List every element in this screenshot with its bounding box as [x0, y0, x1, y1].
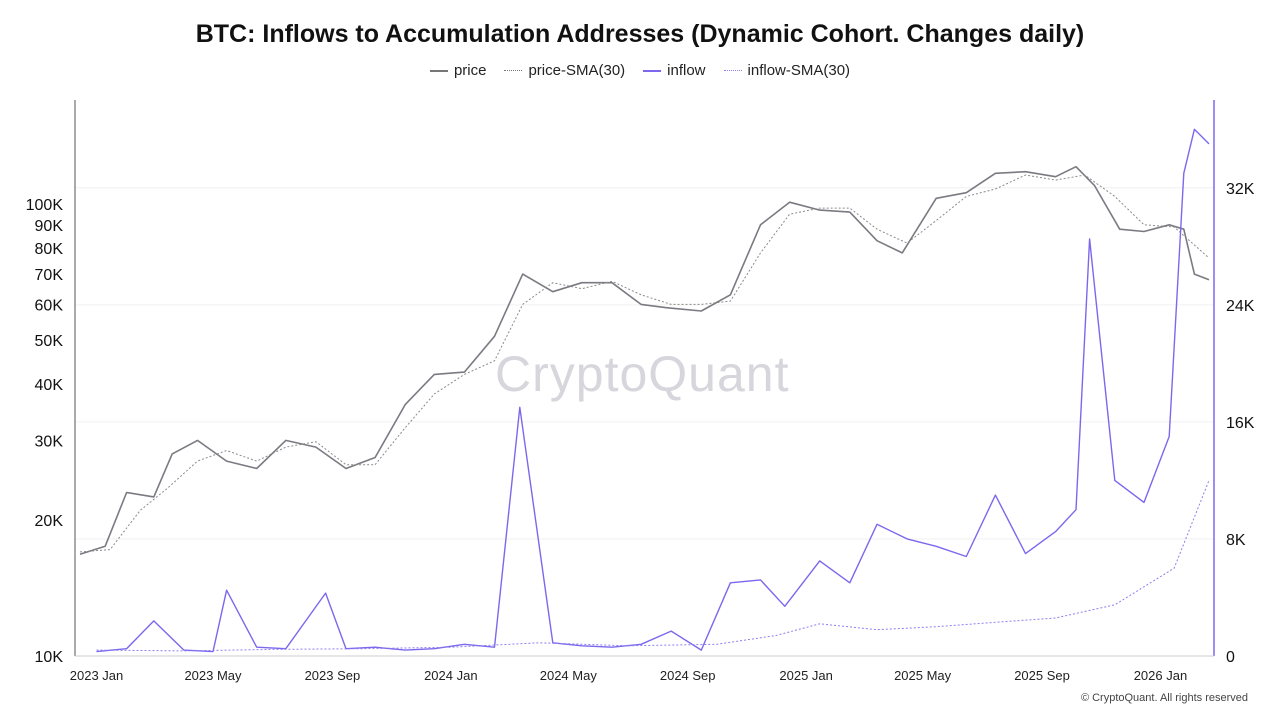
series-line-inflow-sma-30	[96, 480, 1210, 652]
x-tick-label: 2025 Sep	[1014, 668, 1070, 683]
y-left-tick-label: 20K	[35, 513, 64, 530]
legend-item-price-sma[interactable]: price-SMA(30)	[504, 62, 625, 79]
x-tick-label: 2024 Jan	[424, 668, 478, 683]
y-right-tick-label: 0	[1226, 649, 1235, 666]
x-tick-label: 2026 Jan	[1134, 668, 1188, 683]
legend-item-price[interactable]: price	[429, 62, 487, 79]
legend-label-inflow-sma: inflow-SMA(30)	[747, 62, 851, 79]
y-right-tick-label: 32K	[1226, 181, 1255, 198]
legend-item-inflow[interactable]: inflow	[643, 62, 706, 79]
x-tick-label: 2025 May	[894, 668, 952, 683]
legend-label-price: price	[453, 62, 487, 79]
x-tick-label: 2024 Sep	[660, 668, 716, 683]
legend-item-inflow-sma[interactable]: inflow-SMA(30)	[723, 62, 851, 79]
legend-swatch-price	[429, 69, 448, 72]
y-left-tick-label: 50K	[35, 333, 64, 350]
y-left-tick-label: 80K	[35, 241, 64, 258]
watermark-logo: CryptoQuant	[495, 346, 790, 402]
legend-swatch-price-sma	[504, 70, 523, 71]
y-left-tick-label: 40K	[35, 377, 64, 394]
x-tick-label: 2023 Jan	[70, 668, 124, 683]
legend-swatch-inflow	[643, 69, 662, 72]
chart-legend: price price-SMA(30) inflow inflow-SMA(30…	[0, 62, 1280, 79]
legend-label-inflow: inflow	[667, 62, 706, 79]
chart-title: BTC: Inflows to Accumulation Addresses (…	[195, 20, 1085, 48]
series-line-price-sma-30	[79, 174, 1210, 553]
y-left-tick-label: 10K	[35, 649, 64, 666]
series-line-price	[79, 165, 1210, 555]
legend-swatch-inflow-sma	[723, 70, 742, 71]
y-left-tick-label: 60K	[35, 297, 64, 314]
y-right-tick-label: 8K	[1226, 532, 1246, 549]
y-left-tick-label: 70K	[35, 267, 64, 284]
x-tick-label: 2025 Jan	[779, 668, 833, 683]
y-left-tick-label: 100K	[26, 197, 64, 214]
y-left-tick-label: 90K	[35, 218, 64, 235]
y-left-tick-label: 30K	[35, 433, 64, 450]
x-tick-label: 2023 May	[184, 668, 242, 683]
copyright-notice: © CryptoQuant. All rights reserved	[1080, 692, 1248, 704]
series-line-inflow	[96, 128, 1210, 653]
x-tick-label: 2024 May	[540, 668, 598, 683]
y-right-tick-label: 16K	[1226, 415, 1255, 432]
y-right-tick-label: 24K	[1226, 298, 1255, 315]
legend-label-price-sma: price-SMA(30)	[528, 62, 626, 79]
x-tick-label: 2023 Sep	[305, 668, 361, 683]
